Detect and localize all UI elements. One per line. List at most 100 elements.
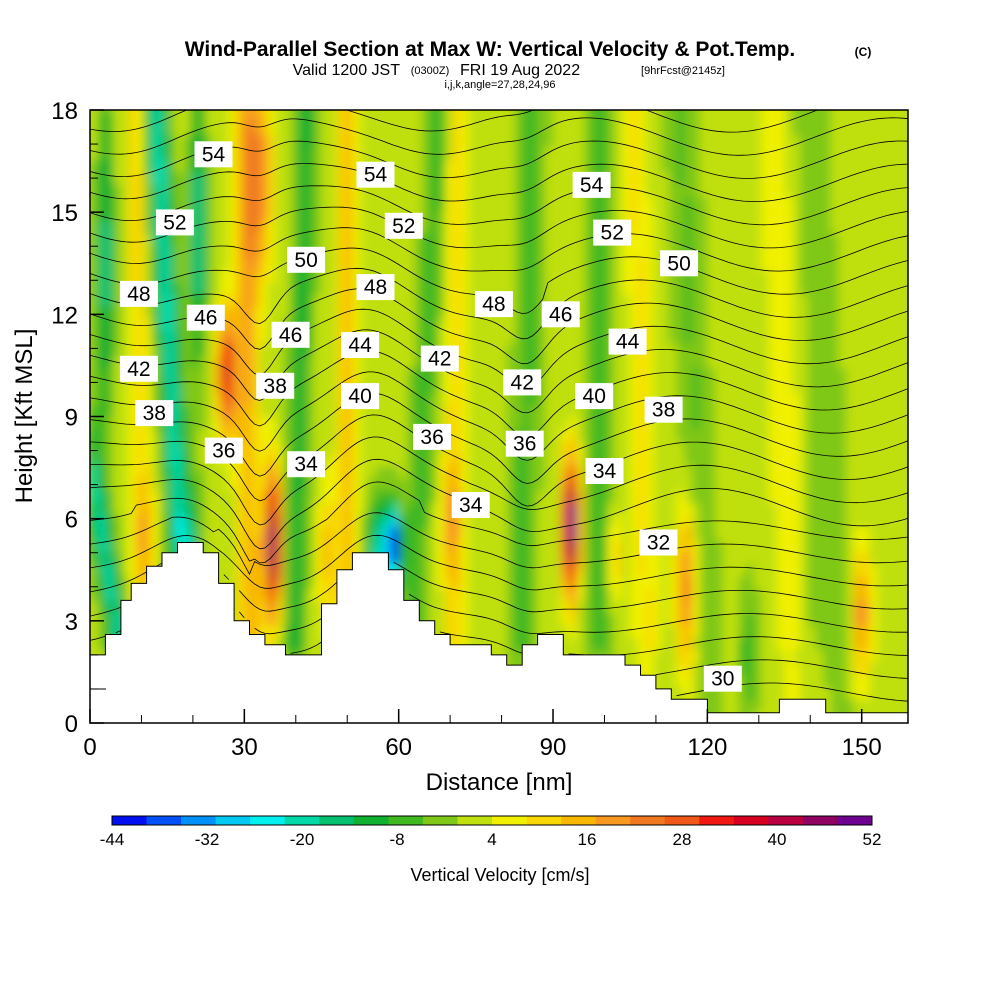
velocity-field [90, 110, 908, 723]
contour-label: 50 [287, 246, 326, 273]
colorbar-segment [146, 816, 182, 825]
colorbar-tick-label: 40 [768, 830, 787, 849]
subtitle-date: FRI 19 Aug 2022 [460, 62, 580, 79]
colorbar-tick-label: 52 [863, 830, 882, 849]
theta-contour-line [90, 329, 908, 414]
y-tick-label: 6 [65, 507, 78, 534]
colorbar-segment [733, 816, 769, 825]
theta-contour-line [90, 117, 908, 156]
contour-label: 40 [341, 383, 380, 410]
contour-label: 38 [135, 400, 174, 427]
contour-label: 36 [413, 423, 452, 450]
x-tick-label: 150 [842, 734, 882, 761]
contour-label: 32 [639, 529, 678, 556]
colorbar-tick-label: 16 [578, 830, 597, 849]
theta-contour-line [90, 227, 908, 272]
colorbar-segment [422, 816, 458, 825]
contour-label: 42 [420, 345, 459, 372]
terrain-mask [90, 542, 908, 723]
colorbar-segment [802, 816, 838, 825]
x-tick-label: 90 [540, 734, 567, 761]
theta-contour-line [90, 481, 908, 564]
x-axis: 0 30 60 90 120 150 [83, 709, 882, 761]
y-tick-label: 12 [51, 302, 78, 329]
colorbar-segment [112, 816, 147, 825]
theta-contour-line [90, 350, 908, 438]
y-tick-label: 15 [51, 200, 78, 227]
theta-contour-line [90, 534, 908, 591]
theta-contour-line [90, 94, 790, 110]
colorbar-segment [768, 816, 804, 825]
contour-label: 44 [608, 328, 647, 355]
colorbar-segment [492, 816, 527, 825]
colorbar-segment [181, 816, 216, 825]
y-axis-label: Height [Kft MSL] [11, 329, 38, 504]
x-tick-label: 0 [83, 734, 96, 761]
theta-contour-line [655, 659, 908, 679]
colorbar-segment [526, 816, 562, 825]
theta-contour-line [90, 458, 908, 550]
colorbar-segment [561, 816, 596, 825]
contour-label: 46 [271, 321, 310, 348]
contour-label: 48 [474, 291, 513, 318]
colorbar-tick-label: 28 [673, 830, 692, 849]
contour-label: 42 [119, 355, 158, 382]
subtitle-utc: (0300Z) [411, 65, 450, 77]
colorbar-tick-label: 4 [487, 830, 496, 849]
contour-label: 52 [384, 212, 423, 239]
colorbar-segment [353, 816, 389, 825]
y-tick-label: 0 [65, 711, 78, 738]
theta-contour-line [90, 512, 908, 576]
contour-label: 38 [256, 372, 295, 399]
colorbar-segment [250, 816, 286, 825]
contour-labels: 54 54 54 52 52 52 50 50 48 48 48 46 46 46 44 44 42 42 42 40… [119, 141, 742, 692]
theta-contour-line [90, 267, 908, 340]
subtitle-valid: Valid 1200 JST [293, 62, 401, 79]
theta-contour-line [90, 593, 908, 635]
contour-label: 42 [503, 369, 542, 396]
y-tick-label: 18 [51, 98, 78, 125]
theta-contour-line [90, 206, 908, 249]
y-axis: 0 3 6 9 12 15 18 [51, 98, 104, 738]
contour-label: 52 [593, 219, 632, 246]
contour-label: 44 [341, 332, 380, 358]
subtitle-forecast: [9hrFcst@2145z] [641, 65, 725, 77]
contour-label: 46 [186, 304, 225, 331]
contour-label: 36 [204, 437, 243, 464]
theta-contour-line [90, 185, 908, 226]
colorbar-segment [699, 816, 735, 825]
x-tick-label: 120 [687, 734, 727, 761]
theta-contour-line [90, 371, 908, 461]
colorbar-label: Vertical Velocity [cm/s] [410, 865, 589, 885]
contour-label: 38 [644, 396, 683, 423]
contour-label: 48 [356, 274, 395, 301]
theta-contour-line [90, 308, 908, 389]
colorbar-segment [595, 816, 631, 825]
colorbar-tick-label: -20 [290, 830, 315, 849]
contour-label: 40 [575, 383, 614, 410]
colorbar-segment [664, 816, 700, 825]
colorbar-segment [837, 816, 873, 825]
theta-contour-line [90, 163, 908, 202]
theta-contours [90, 94, 908, 702]
colorbar-segment [215, 816, 251, 825]
colorbar-segment [457, 816, 493, 825]
y-tick-label: 9 [65, 405, 78, 432]
chart-title: Wind-Parallel Section at Max W: Vertical… [185, 38, 796, 61]
colorbar-tick-label: -8 [389, 830, 404, 849]
colorbar-segment [630, 816, 666, 825]
copyright-mark: (C) [855, 45, 872, 59]
contour-label: 54 [356, 161, 395, 188]
contour-label: 36 [505, 430, 544, 457]
y-tick-label: 3 [65, 609, 78, 636]
grid-info: i,j,k,angle=27,28,24,96 [444, 79, 555, 91]
colorbar-tick-label: -32 [195, 830, 220, 849]
contour-label: 30 [703, 665, 742, 692]
contour-label: 50 [660, 250, 699, 277]
contour-label: 54 [194, 141, 233, 168]
chart-subtitle: Valid 1200 JST (0300Z) FRI 19 Aug 2022 [… [293, 62, 725, 79]
theta-contour-line [90, 436, 908, 526]
theta-contour-line [90, 630, 908, 656]
contour-label: 48 [119, 280, 158, 307]
colorbar [111, 815, 873, 826]
